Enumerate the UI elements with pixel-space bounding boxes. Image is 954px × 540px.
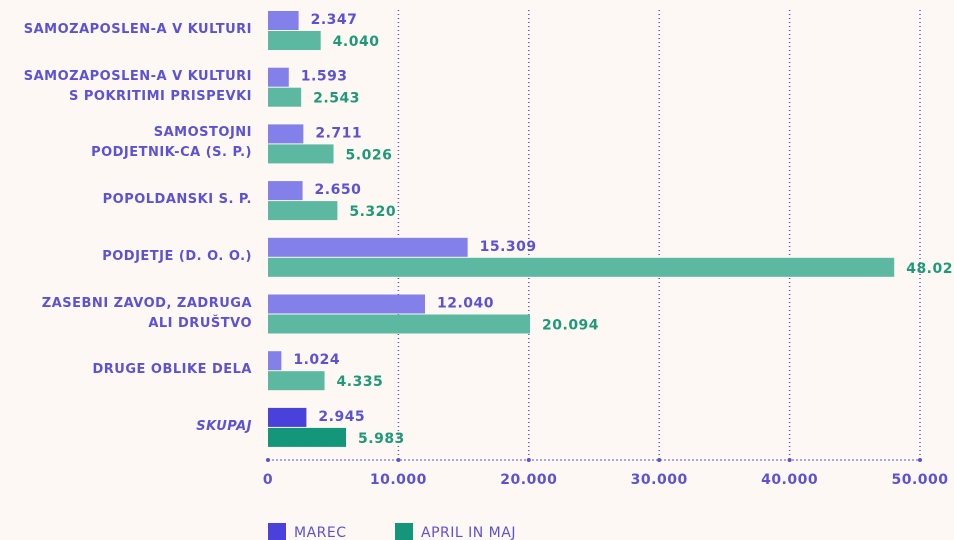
legend-swatch [268, 523, 286, 540]
x-tick-label: 20.000 [500, 472, 557, 488]
legend-label: APRIL IN MAJ [421, 525, 516, 540]
value-label: 2.650 [315, 182, 362, 198]
value-label: 4.335 [337, 374, 384, 390]
value-label: 2.543 [313, 91, 360, 107]
x-tick-label: 50.000 [891, 472, 948, 488]
category-label: PODJETJE (D. O. O.) [102, 248, 252, 264]
bar [268, 31, 321, 50]
value-label: 5.320 [349, 204, 396, 220]
category-label: SAMOSTOJNI PODJETNIK-CA (S. P.) [91, 125, 252, 161]
value-label: 20.094 [542, 318, 599, 334]
bar [268, 237, 468, 257]
bar [268, 124, 304, 144]
value-label: 48.022 [906, 261, 954, 277]
bar [268, 351, 282, 371]
bar [268, 181, 303, 201]
bar [268, 314, 531, 334]
value-label: 2.711 [315, 125, 362, 141]
bar [268, 144, 334, 164]
bar [268, 11, 299, 30]
tick-mark [657, 458, 662, 462]
value-label: 15.309 [480, 239, 537, 255]
tick-mark [396, 458, 401, 462]
value-label: 5.983 [358, 431, 405, 447]
legend-label: MAREC [294, 525, 347, 540]
bar [268, 67, 289, 87]
value-label: 12.040 [437, 296, 494, 312]
category-label: SAMOZAPOSLEN-A V KULTURI [23, 22, 252, 37]
value-label: 2.945 [318, 409, 365, 425]
bar [268, 407, 307, 427]
bar [268, 294, 426, 314]
x-tick-label: 0 [263, 472, 273, 488]
category-label: DRUGE OBLIKE DELA [92, 362, 252, 378]
x-tick-label: 10.000 [370, 472, 427, 488]
bar [268, 371, 325, 391]
category-label: SKUPAJ [196, 418, 252, 434]
category-label: ZASEBNI ZAVOD, ZADRUGA ALI DRUŠTVO [41, 295, 252, 331]
value-label: 1.593 [301, 69, 348, 85]
value-label: 1.024 [293, 352, 340, 368]
value-label: 2.347 [311, 12, 358, 28]
category-label: POPOLDANSKI S. P. [102, 192, 252, 208]
bar [268, 427, 347, 447]
tick-mark [918, 458, 922, 462]
bar [268, 87, 302, 107]
category-label: SAMOZAPOSLEN-A V KULTURI S POKRITIMI PRI… [23, 68, 252, 104]
value-label: 5.026 [346, 147, 393, 163]
legend-swatch [395, 523, 413, 540]
bar [268, 257, 895, 277]
value-label: 4.040 [333, 34, 380, 50]
bar [268, 201, 338, 221]
x-tick-label: 40.000 [761, 472, 818, 488]
x-tick-label: 30.000 [631, 472, 688, 488]
